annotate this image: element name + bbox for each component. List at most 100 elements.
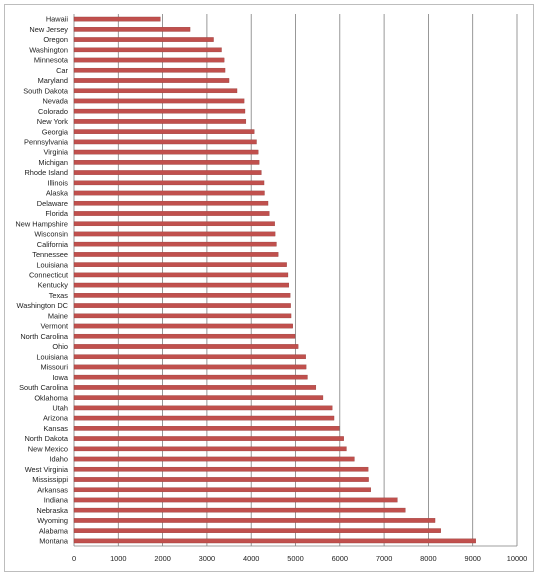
category-label-2: Oregon xyxy=(43,35,68,44)
bar-27 xyxy=(73,293,291,298)
category-label-26: Kentucky xyxy=(38,281,69,290)
x-tick-label-7: 7000 xyxy=(376,554,392,563)
x-tick-label-10: 10000 xyxy=(507,554,528,563)
category-label-18: Delaware xyxy=(37,199,68,208)
x-tick-label-5: 5000 xyxy=(287,554,303,563)
x-tick-label-3: 3000 xyxy=(199,554,215,563)
category-label-1: New Jersey xyxy=(29,25,68,34)
bar-43 xyxy=(73,456,355,462)
category-label-36: South Carolina xyxy=(19,383,69,392)
bar-5 xyxy=(73,67,226,73)
bar-50 xyxy=(73,528,441,533)
bar-8 xyxy=(73,98,245,104)
category-label-19: Florida xyxy=(45,209,68,218)
bar-12 xyxy=(73,139,257,145)
bar-19 xyxy=(73,211,270,216)
bar-20 xyxy=(73,221,275,227)
bar-31 xyxy=(73,333,296,339)
category-label-21: Wisconsin xyxy=(34,230,68,239)
category-label-31: North Carolina xyxy=(20,332,69,341)
category-label-40: Kansas xyxy=(43,424,68,433)
category-label-50: Alabama xyxy=(39,526,69,535)
bar-24 xyxy=(73,262,287,267)
category-label-23: Tennessee xyxy=(32,250,68,259)
bar-28 xyxy=(73,303,291,308)
category-label-51: Montana xyxy=(39,536,69,545)
bar-30 xyxy=(73,323,293,329)
category-label-41: North Dakota xyxy=(24,434,68,443)
category-label-29: Maine xyxy=(48,311,68,320)
x-tick-label-8: 8000 xyxy=(420,554,436,563)
category-label-44: West Virginia xyxy=(25,465,69,474)
bar-23 xyxy=(73,252,279,257)
bar-16 xyxy=(73,180,265,186)
category-label-16: Illinois xyxy=(47,178,68,187)
category-label-33: Louisiana xyxy=(36,352,69,361)
bar-26 xyxy=(73,282,290,288)
bar-51 xyxy=(73,538,476,544)
x-tick-labels: 0 1000 2000 3000 4000 5000 6000 7000 8000 9000 100… xyxy=(72,554,527,563)
category-label-15: Rhode Island xyxy=(24,168,68,177)
category-label-7: South Dakota xyxy=(23,86,69,95)
x-tick-label-1: 1000 xyxy=(110,554,126,563)
category-label-22: California xyxy=(37,240,69,249)
x-tick-label-4: 4000 xyxy=(243,554,259,563)
bar-18 xyxy=(73,200,269,206)
x-tick-label-6: 6000 xyxy=(332,554,348,563)
bar-33 xyxy=(73,354,306,360)
category-label-13: Virginia xyxy=(43,148,68,157)
x-tick-label-9: 9000 xyxy=(464,554,480,563)
bar-7 xyxy=(73,88,238,94)
category-label-47: Indiana xyxy=(44,496,69,505)
bar-9 xyxy=(73,108,246,114)
bar-45 xyxy=(73,477,369,482)
bar-10 xyxy=(73,119,247,124)
category-label-20: New Hampshire xyxy=(15,219,68,228)
category-label-42: New Mexico xyxy=(28,444,68,453)
bar-15 xyxy=(73,170,262,175)
category-label-9: Colorado xyxy=(38,107,68,116)
bar-36 xyxy=(73,385,317,390)
category-label-17: Alaska xyxy=(46,189,69,198)
category-label-10: New York xyxy=(37,117,69,126)
bar-46 xyxy=(73,487,371,493)
category-label-35: Iowa xyxy=(52,373,69,382)
bar-6 xyxy=(73,78,230,83)
bar-13 xyxy=(73,149,259,155)
bar-2 xyxy=(73,37,214,42)
category-label-0: Hawaii xyxy=(46,15,69,24)
category-label-25: Connecticut xyxy=(29,270,68,279)
bar-34 xyxy=(73,364,307,370)
category-label-28: Washington DC xyxy=(17,301,69,310)
bar-17 xyxy=(73,190,265,196)
category-label-12: Pennsylvania xyxy=(24,137,69,146)
category-label-24: Louisiana xyxy=(36,260,69,269)
bar-48 xyxy=(73,507,406,513)
bar-38 xyxy=(73,405,333,411)
bar-35 xyxy=(73,374,308,380)
bar-3 xyxy=(73,47,222,53)
category-label-38: Utah xyxy=(52,403,68,412)
bar-49 xyxy=(73,518,436,523)
bar-25 xyxy=(73,272,289,278)
category-label-49: Wyoming xyxy=(37,516,68,525)
bar-47 xyxy=(73,497,398,503)
category-label-45: Mississippi xyxy=(32,475,68,484)
x-tick-label-0: 0 xyxy=(72,554,76,563)
bars xyxy=(73,16,476,544)
bar-41 xyxy=(73,436,344,441)
bar-14 xyxy=(73,160,260,165)
category-label-32: Ohio xyxy=(52,342,68,351)
x-tick-label-2: 2000 xyxy=(154,554,170,563)
category-label-14: Michigan xyxy=(38,158,68,167)
category-label-6: Maryland xyxy=(38,76,68,85)
category-label-48: Nebraska xyxy=(36,506,69,515)
category-label-43: Idaho xyxy=(50,455,69,464)
category-label-46: Arkansas xyxy=(37,485,68,494)
bar-29 xyxy=(73,313,292,319)
bar-37 xyxy=(73,395,324,400)
category-label-5: Car xyxy=(56,66,68,75)
category-label-3: Washington xyxy=(29,45,68,54)
category-label-39: Arizona xyxy=(43,414,69,423)
